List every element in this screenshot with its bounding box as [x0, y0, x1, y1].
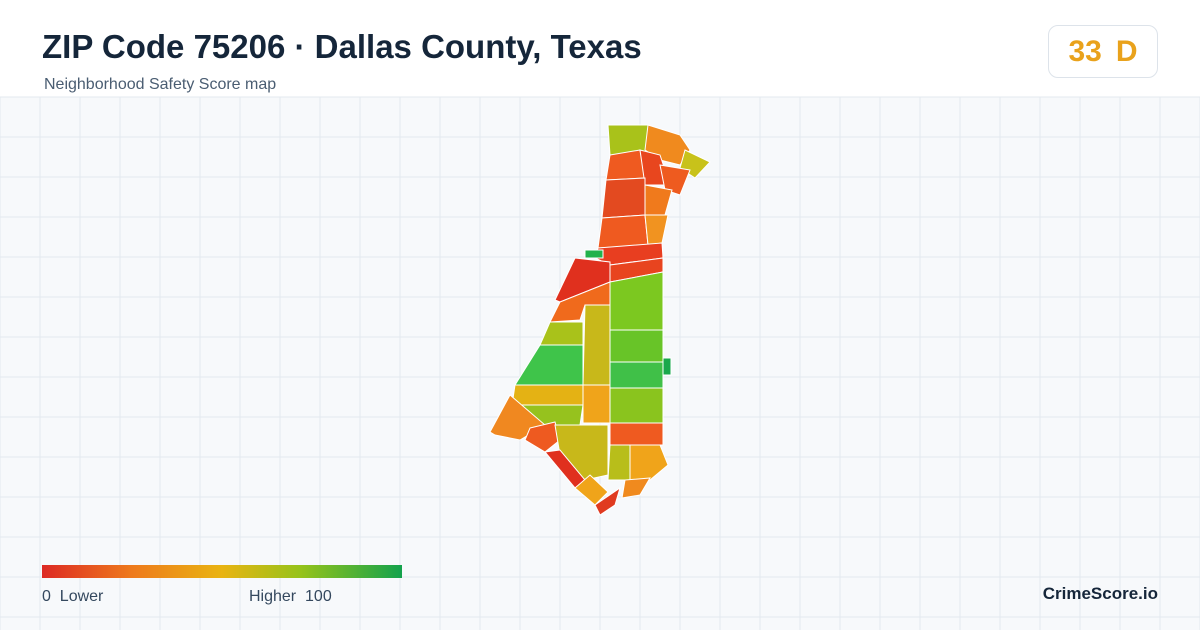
header-bg: [0, 0, 1200, 97]
legend-low: 0 Lower: [42, 588, 103, 606]
tract: [607, 444, 631, 481]
tract: [582, 384, 611, 424]
tract: [514, 344, 584, 386]
legend-min: 0: [42, 588, 51, 605]
title: ZIP Code 75206 · Dallas County, Texas: [42, 28, 642, 65]
tract: [574, 474, 609, 506]
tract: [594, 486, 621, 516]
tract: [511, 384, 584, 406]
tract: [609, 387, 664, 424]
tract: [629, 444, 669, 481]
grid: [0, 96, 1200, 630]
tract: [644, 184, 673, 216]
tract: [524, 421, 561, 453]
score: 33: [1068, 34, 1102, 68]
tract: [582, 304, 611, 386]
tract: [605, 149, 646, 181]
tract: [621, 477, 651, 499]
tract: [597, 214, 649, 249]
legend-high: Higher 100: [249, 588, 332, 606]
tract: [609, 271, 664, 331]
zip-area: [489, 124, 711, 516]
legend-max: 100: [305, 588, 332, 605]
subtitle: Neighborhood Safety Score map: [44, 76, 277, 93]
grade: D: [1115, 34, 1138, 68]
tract: [601, 177, 646, 219]
tract: [609, 361, 664, 389]
score-badge: 33 D: [1048, 25, 1158, 78]
tract: [659, 164, 691, 196]
brand: CrimeScore.io: [1042, 584, 1158, 603]
legend-min-label: Lower: [59, 588, 104, 605]
tract: [609, 329, 664, 363]
tract: [609, 422, 664, 446]
tract: [662, 357, 672, 376]
tract: [539, 321, 584, 346]
tract: [584, 249, 604, 259]
legend-max-label: Higher: [249, 588, 297, 605]
legend-bar: [42, 565, 402, 578]
tract: [644, 214, 669, 246]
